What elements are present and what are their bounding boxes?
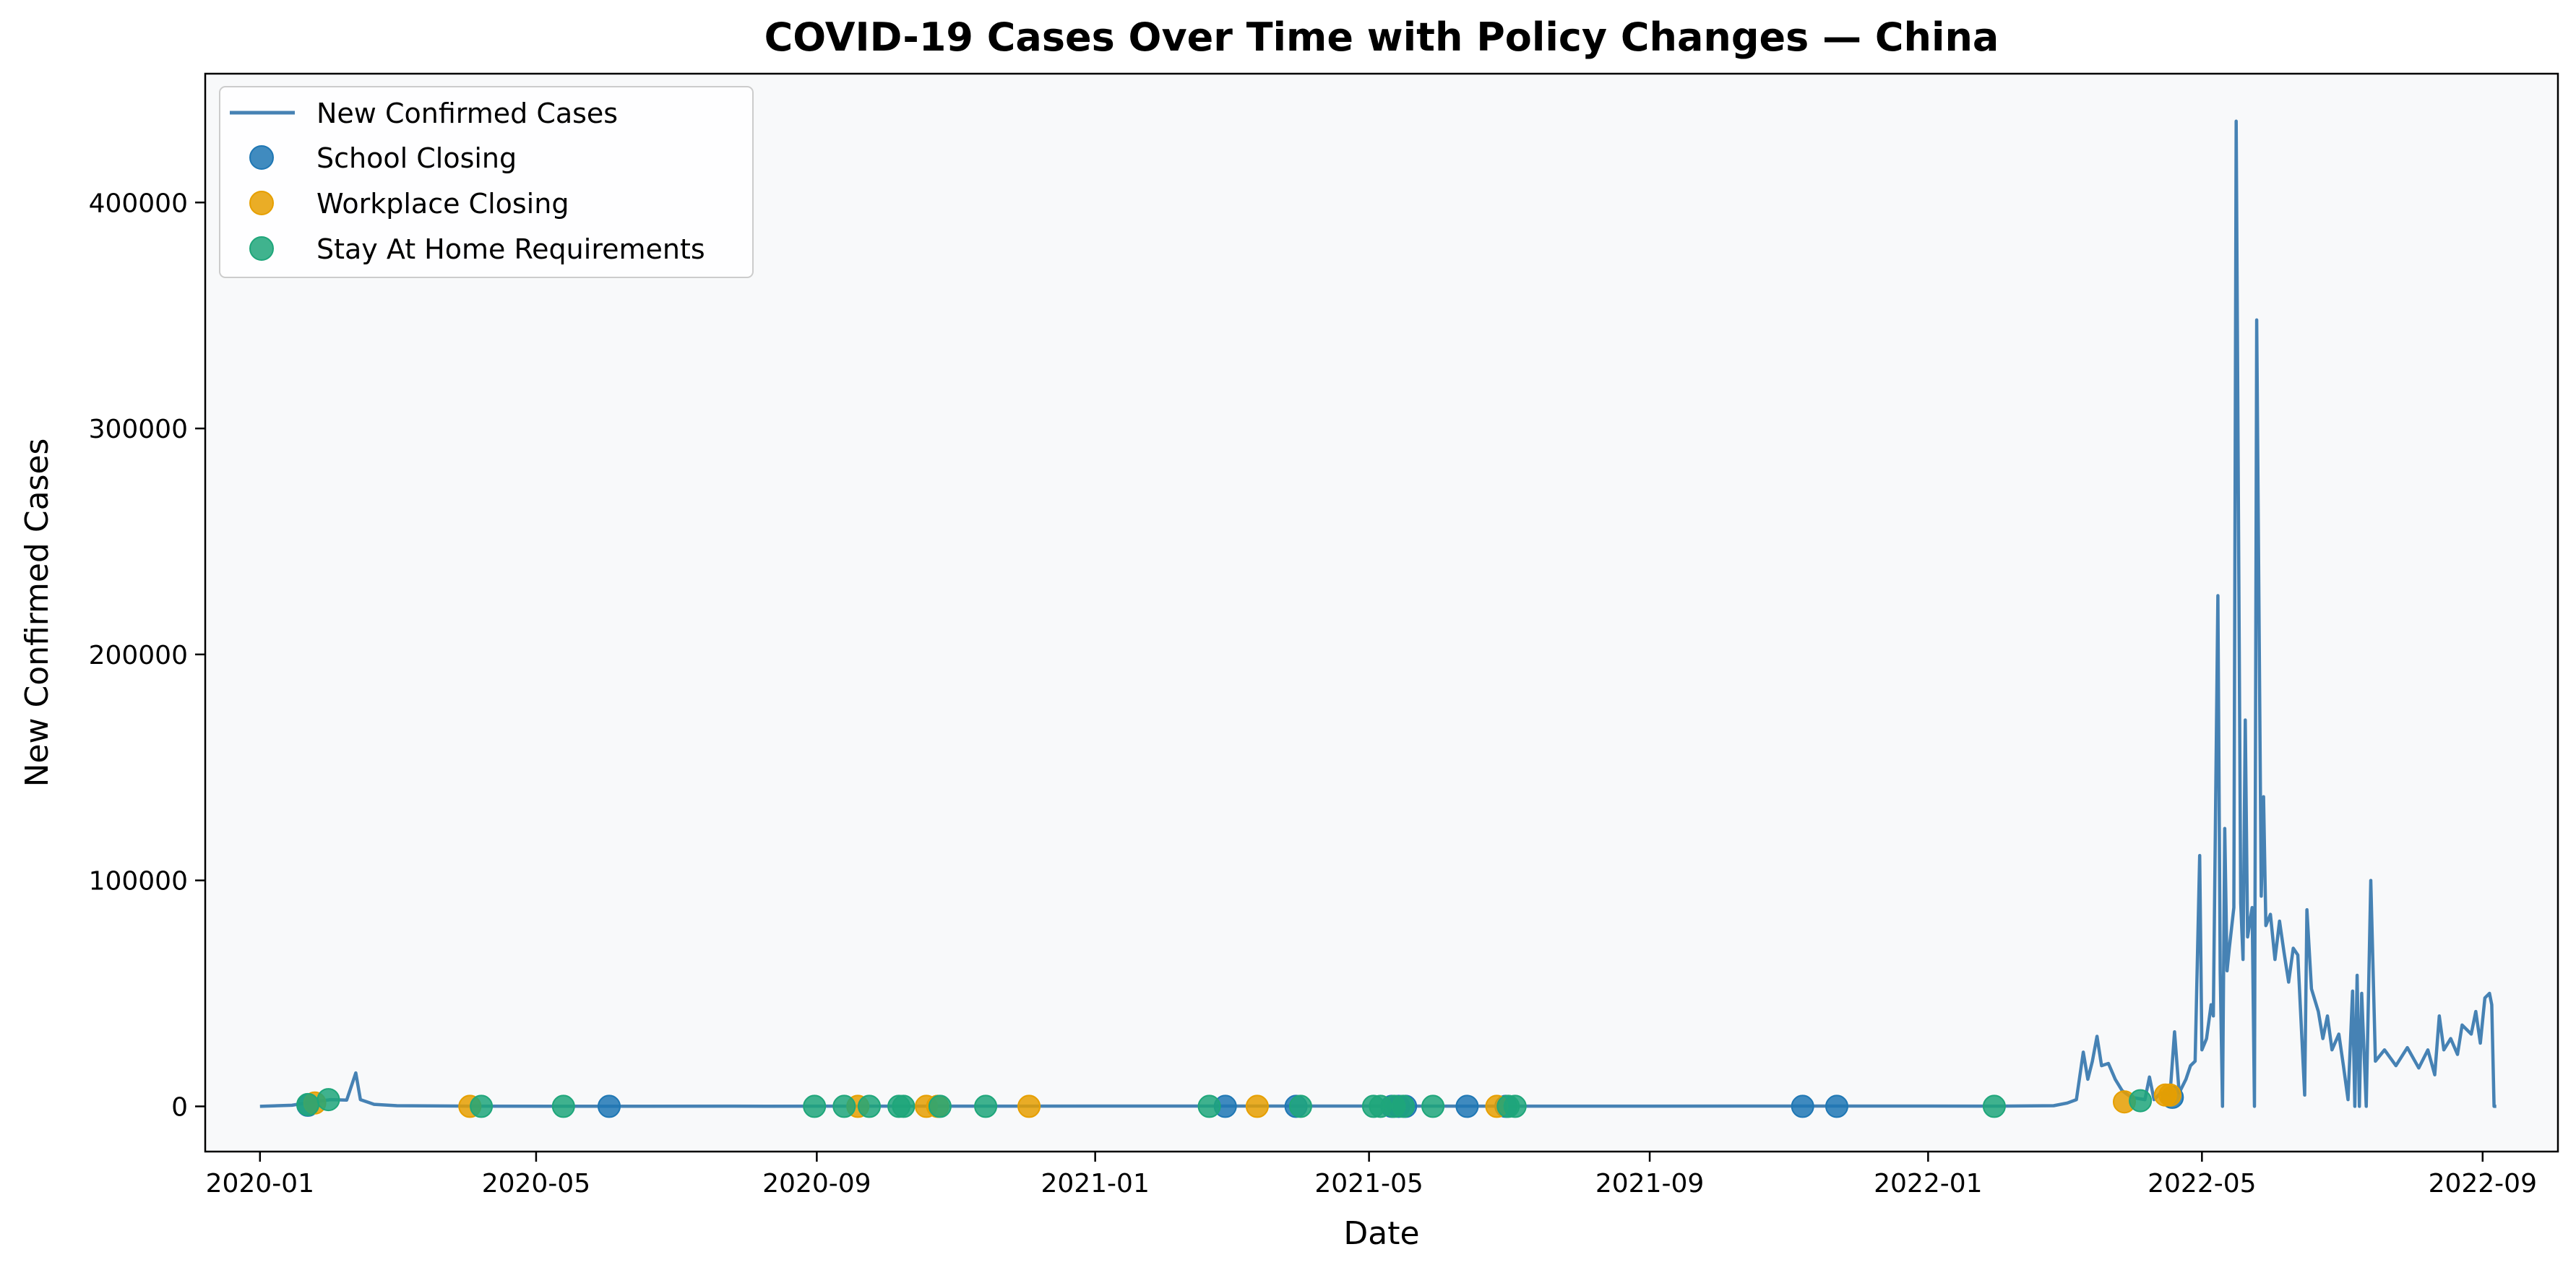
policy-marker-workplace-closing <box>1017 1094 1041 1118</box>
x-tick-label: 2020-05 <box>482 1169 590 1199</box>
y-tick-label: 0 <box>171 1092 188 1122</box>
x-tick-label: 2022-09 <box>2429 1169 2537 1199</box>
policy-marker-stay-at-home <box>1421 1094 1445 1118</box>
policy-marker-stay-at-home <box>470 1094 494 1118</box>
y-tick-label: 200000 <box>89 641 188 670</box>
x-tick-label: 2021-01 <box>1041 1169 1149 1199</box>
policy-marker-school-closing <box>598 1094 621 1118</box>
x-axis-label: Date <box>1343 1215 1419 1252</box>
legend: New Confirmed Cases School Closing Workp… <box>219 86 754 278</box>
legend-label-school-closing: School Closing <box>316 142 517 174</box>
x-tick-label: 2020-01 <box>206 1169 314 1199</box>
policy-marker-school-closing <box>1455 1094 1479 1118</box>
series-line-new-confirmed-cases <box>259 119 2497 1108</box>
x-tick-label: 2021-05 <box>1314 1169 1423 1199</box>
policy-marker-workplace-closing <box>1245 1094 1269 1118</box>
policy-marker-stay-at-home <box>858 1094 881 1118</box>
policy-marker-stay-at-home <box>974 1094 998 1118</box>
policy-marker-stay-at-home <box>296 1092 320 1116</box>
policy-marker-stay-at-home <box>551 1094 575 1118</box>
policy-marker-stay-at-home <box>2129 1089 2153 1113</box>
policy-marker-stay-at-home <box>1392 1094 1415 1118</box>
policy-marker-school-closing <box>1791 1094 1814 1118</box>
policy-marker-school-closing <box>1825 1094 1848 1118</box>
policy-marker-stay-at-home <box>316 1088 340 1112</box>
legend-marker-workplace-closing <box>249 191 274 215</box>
x-tick-label: 2022-05 <box>2148 1169 2256 1199</box>
x-tick-label: 2022-01 <box>1874 1169 1982 1199</box>
policy-marker-stay-at-home <box>1197 1094 1221 1118</box>
policy-marker-stay-at-home <box>892 1094 916 1118</box>
legend-marker-stay-at-home <box>249 236 274 261</box>
legend-marker-school-closing <box>249 145 274 170</box>
axes-layer: 2020-01 2020-05 2020-09 2021-01 2021-05 2021-… <box>89 189 2537 1199</box>
policy-marker-workplace-closing <box>2158 1083 2182 1107</box>
policy-marker-stay-at-home <box>1503 1094 1527 1118</box>
y-tick-label: 400000 <box>89 189 188 218</box>
chart-title: COVID-19 Cases Over Time with Policy Cha… <box>764 14 1999 60</box>
policy-marker-stay-at-home <box>928 1094 952 1118</box>
data-layer <box>259 119 2497 1118</box>
policy-marker-stay-at-home <box>803 1094 827 1118</box>
plot-marks <box>259 119 2497 1118</box>
y-axis-label: New Confirmed Cases <box>19 439 56 787</box>
legend-box <box>219 86 754 278</box>
legend-label-stay-at-home: Stay At Home Requirements <box>316 233 705 265</box>
x-tick-label: 2021-09 <box>1595 1169 1704 1199</box>
policy-marker-stay-at-home <box>832 1094 856 1118</box>
policy-marker-stay-at-home <box>1982 1094 2006 1118</box>
legend-label-workplace-closing: Workplace Closing <box>316 188 569 220</box>
policy-marker-stay-at-home <box>1288 1094 1312 1118</box>
legend-label-new-confirmed-cases: New Confirmed Cases <box>316 98 618 129</box>
x-tick-label: 2020-09 <box>762 1169 871 1199</box>
y-tick-label: 100000 <box>89 867 188 897</box>
y-tick-label: 300000 <box>89 415 188 444</box>
